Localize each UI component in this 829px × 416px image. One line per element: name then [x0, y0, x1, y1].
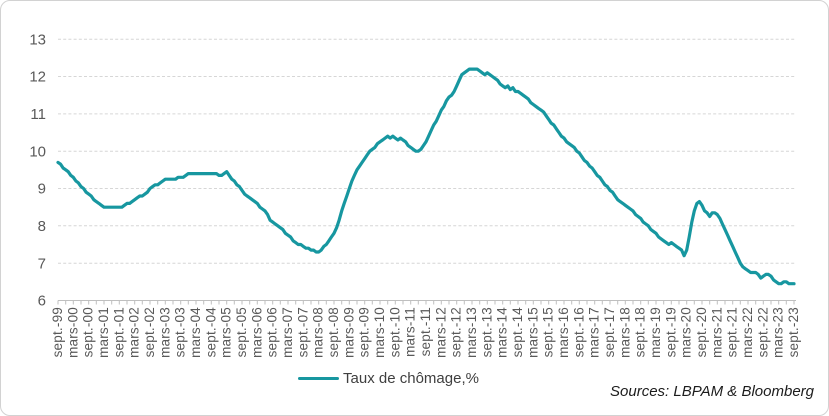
svg-text:mars-12: mars-12: [433, 307, 448, 358]
svg-text:mars-19: mars-19: [648, 307, 663, 358]
svg-text:sept.-16: sept.-16: [571, 307, 586, 357]
svg-text:mars-21: mars-21: [709, 307, 724, 358]
svg-text:sept.-10: sept.-10: [387, 307, 402, 357]
svg-text:mars-03: mars-03: [157, 307, 172, 358]
legend: Taux de chômage,%: [1, 370, 802, 387]
svg-text:sept.-07: sept.-07: [295, 307, 310, 357]
svg-text:mars-09: mars-09: [341, 307, 356, 358]
svg-text:sept.-13: sept.-13: [479, 307, 494, 357]
svg-text:mars-01: mars-01: [96, 307, 111, 358]
legend-label: Taux de chômage,%: [343, 370, 479, 387]
svg-text:mars-00: mars-00: [65, 307, 80, 358]
svg-text:6: 6: [38, 293, 46, 310]
svg-text:sept.-99: sept.-99: [50, 307, 65, 357]
x-axis-labels: sept.-99 mars-00 sept.-00 mars-01 sept.-01 ma…: [50, 307, 801, 358]
svg-text:sept.-06: sept.-06: [265, 307, 280, 357]
svg-text:sept.-04: sept.-04: [203, 307, 218, 358]
svg-text:sept.-14: sept.-14: [510, 307, 525, 358]
svg-text:12: 12: [29, 69, 46, 86]
svg-text:7: 7: [38, 255, 46, 272]
svg-text:sept.-00: sept.-00: [81, 307, 96, 357]
svg-text:mars-14: mars-14: [495, 307, 510, 358]
svg-text:mars-11: mars-11: [403, 307, 418, 357]
svg-text:11: 11: [30, 106, 46, 123]
svg-text:sept.-05: sept.-05: [234, 307, 249, 357]
svg-text:mars-04: mars-04: [188, 307, 203, 358]
svg-text:mars-18: mars-18: [617, 307, 632, 358]
svg-text:mars-22: mars-22: [740, 307, 755, 358]
svg-text:sept.-02: sept.-02: [142, 307, 157, 357]
svg-text:sept.-20: sept.-20: [694, 307, 709, 357]
svg-text:sept.-18: sept.-18: [633, 307, 648, 357]
svg-text:mars-16: mars-16: [556, 307, 571, 358]
svg-text:mars-20: mars-20: [679, 307, 694, 358]
svg-text:sept.-22: sept.-22: [755, 307, 770, 357]
svg-text:mars-06: mars-06: [249, 307, 264, 358]
svg-text:mars-13: mars-13: [464, 307, 479, 358]
svg-text:sept.-21: sept.-21: [725, 307, 740, 357]
svg-text:mars-08: mars-08: [311, 307, 326, 358]
svg-text:sept.-01: sept.-01: [111, 307, 126, 357]
svg-text:mars-05: mars-05: [219, 307, 234, 358]
svg-text:sept.-08: sept.-08: [326, 307, 341, 357]
svg-text:sept.-19: sept.-19: [663, 307, 678, 357]
svg-text:sept.-11: sept.-11: [418, 307, 433, 356]
legend-line-swatch: [298, 376, 340, 381]
sources-caption: Sources: LBPAM & Bloomberg: [610, 383, 814, 400]
svg-text:sept.-09: sept.-09: [357, 307, 372, 357]
svg-text:8: 8: [38, 218, 46, 235]
svg-text:sept.-15: sept.-15: [541, 307, 556, 357]
svg-text:mars-07: mars-07: [280, 307, 295, 358]
svg-text:mars-17: mars-17: [587, 307, 602, 358]
axis-ticks: [57, 300, 795, 305]
svg-text:mars-23: mars-23: [771, 307, 786, 358]
svg-text:sept.-03: sept.-03: [173, 307, 188, 357]
svg-text:mars-10: mars-10: [372, 307, 387, 358]
gridlines: [58, 38, 796, 301]
svg-text:13: 13: [29, 31, 46, 48]
svg-text:sept.-12: sept.-12: [449, 307, 464, 357]
svg-text:sept.-23: sept.-23: [786, 307, 801, 357]
svg-text:10: 10: [29, 143, 46, 160]
y-axis-labels: 6 7 8 9 10 11 12 13: [29, 31, 46, 309]
svg-text:sept.-17: sept.-17: [602, 307, 617, 357]
series-line-taux-de-chomage: [56, 67, 796, 286]
svg-text:mars-15: mars-15: [525, 307, 540, 358]
svg-text:mars-02: mars-02: [127, 307, 142, 358]
svg-text:9: 9: [38, 181, 46, 198]
